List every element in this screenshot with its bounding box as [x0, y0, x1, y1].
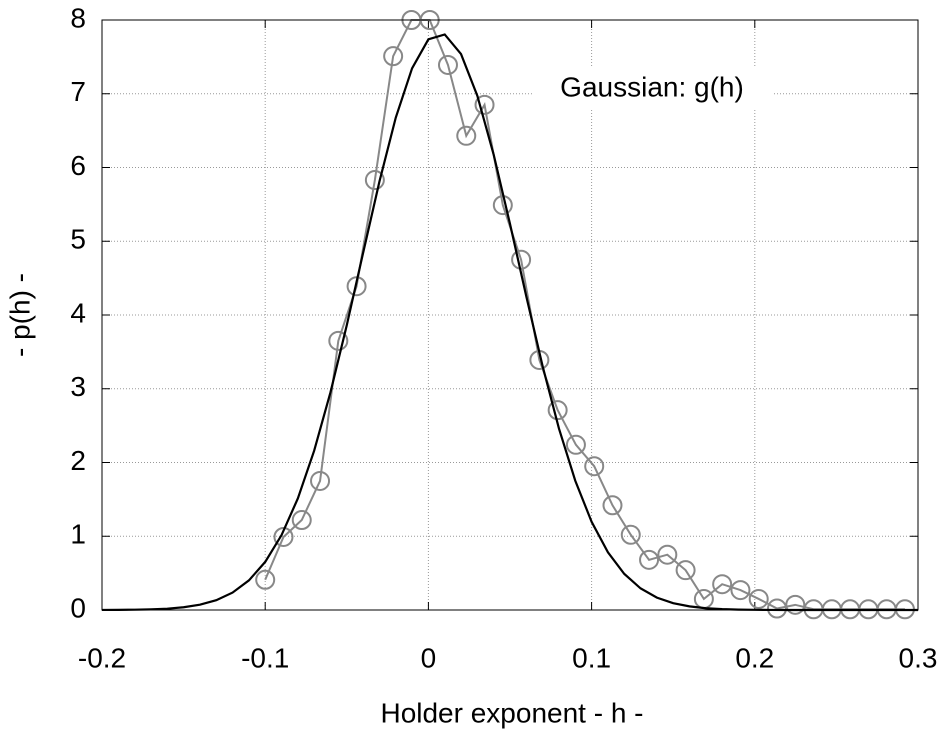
y-tick-label: 2 — [70, 445, 86, 476]
data-point — [602, 495, 623, 516]
data-point — [474, 94, 495, 115]
y-axis-label: - p(h) - — [4, 273, 35, 357]
data-point — [437, 54, 458, 75]
data-point — [310, 470, 331, 491]
y-tick-label: 1 — [70, 519, 86, 550]
data-point — [456, 125, 477, 146]
x-tick-label: -0.2 — [78, 642, 126, 673]
x-tick-label: 0.1 — [572, 642, 611, 673]
data-point — [584, 456, 605, 477]
y-tick-label: 3 — [70, 371, 86, 402]
y-tick-label: 7 — [70, 76, 86, 107]
y-tick-label: 6 — [70, 150, 86, 181]
y-tick-label: 4 — [70, 297, 86, 328]
data-point — [639, 549, 660, 570]
legend-background — [532, 66, 772, 110]
x-axis-label: Holder exponent - h - — [380, 697, 643, 728]
x-tick-label: 0.2 — [735, 642, 774, 673]
series-line — [101, 33, 918, 612]
data-point — [291, 510, 312, 531]
y-tick-label: 0 — [70, 592, 86, 623]
data-point — [748, 588, 769, 609]
y-tick-label: 5 — [70, 224, 86, 255]
x-tick-label: 0.3 — [899, 642, 938, 673]
data-point — [730, 580, 751, 601]
data-point — [657, 544, 678, 565]
series-line — [264, 19, 905, 611]
data-point — [273, 526, 294, 547]
data-point — [364, 170, 385, 191]
plot-frame — [101, 19, 919, 611]
legend-label: Gaussian: g(h) — [560, 71, 744, 102]
x-tick-label: -0.1 — [241, 642, 289, 673]
data-point — [785, 594, 806, 615]
data-point — [620, 524, 641, 545]
x-tick-label: 0 — [421, 642, 437, 673]
data-point — [383, 46, 404, 67]
data-point — [565, 434, 586, 455]
data-point — [255, 569, 276, 590]
data-point — [547, 400, 568, 421]
data-point — [712, 574, 733, 595]
y-tick-label: 8 — [70, 2, 86, 33]
data-point — [675, 560, 696, 581]
data-point — [328, 330, 349, 351]
